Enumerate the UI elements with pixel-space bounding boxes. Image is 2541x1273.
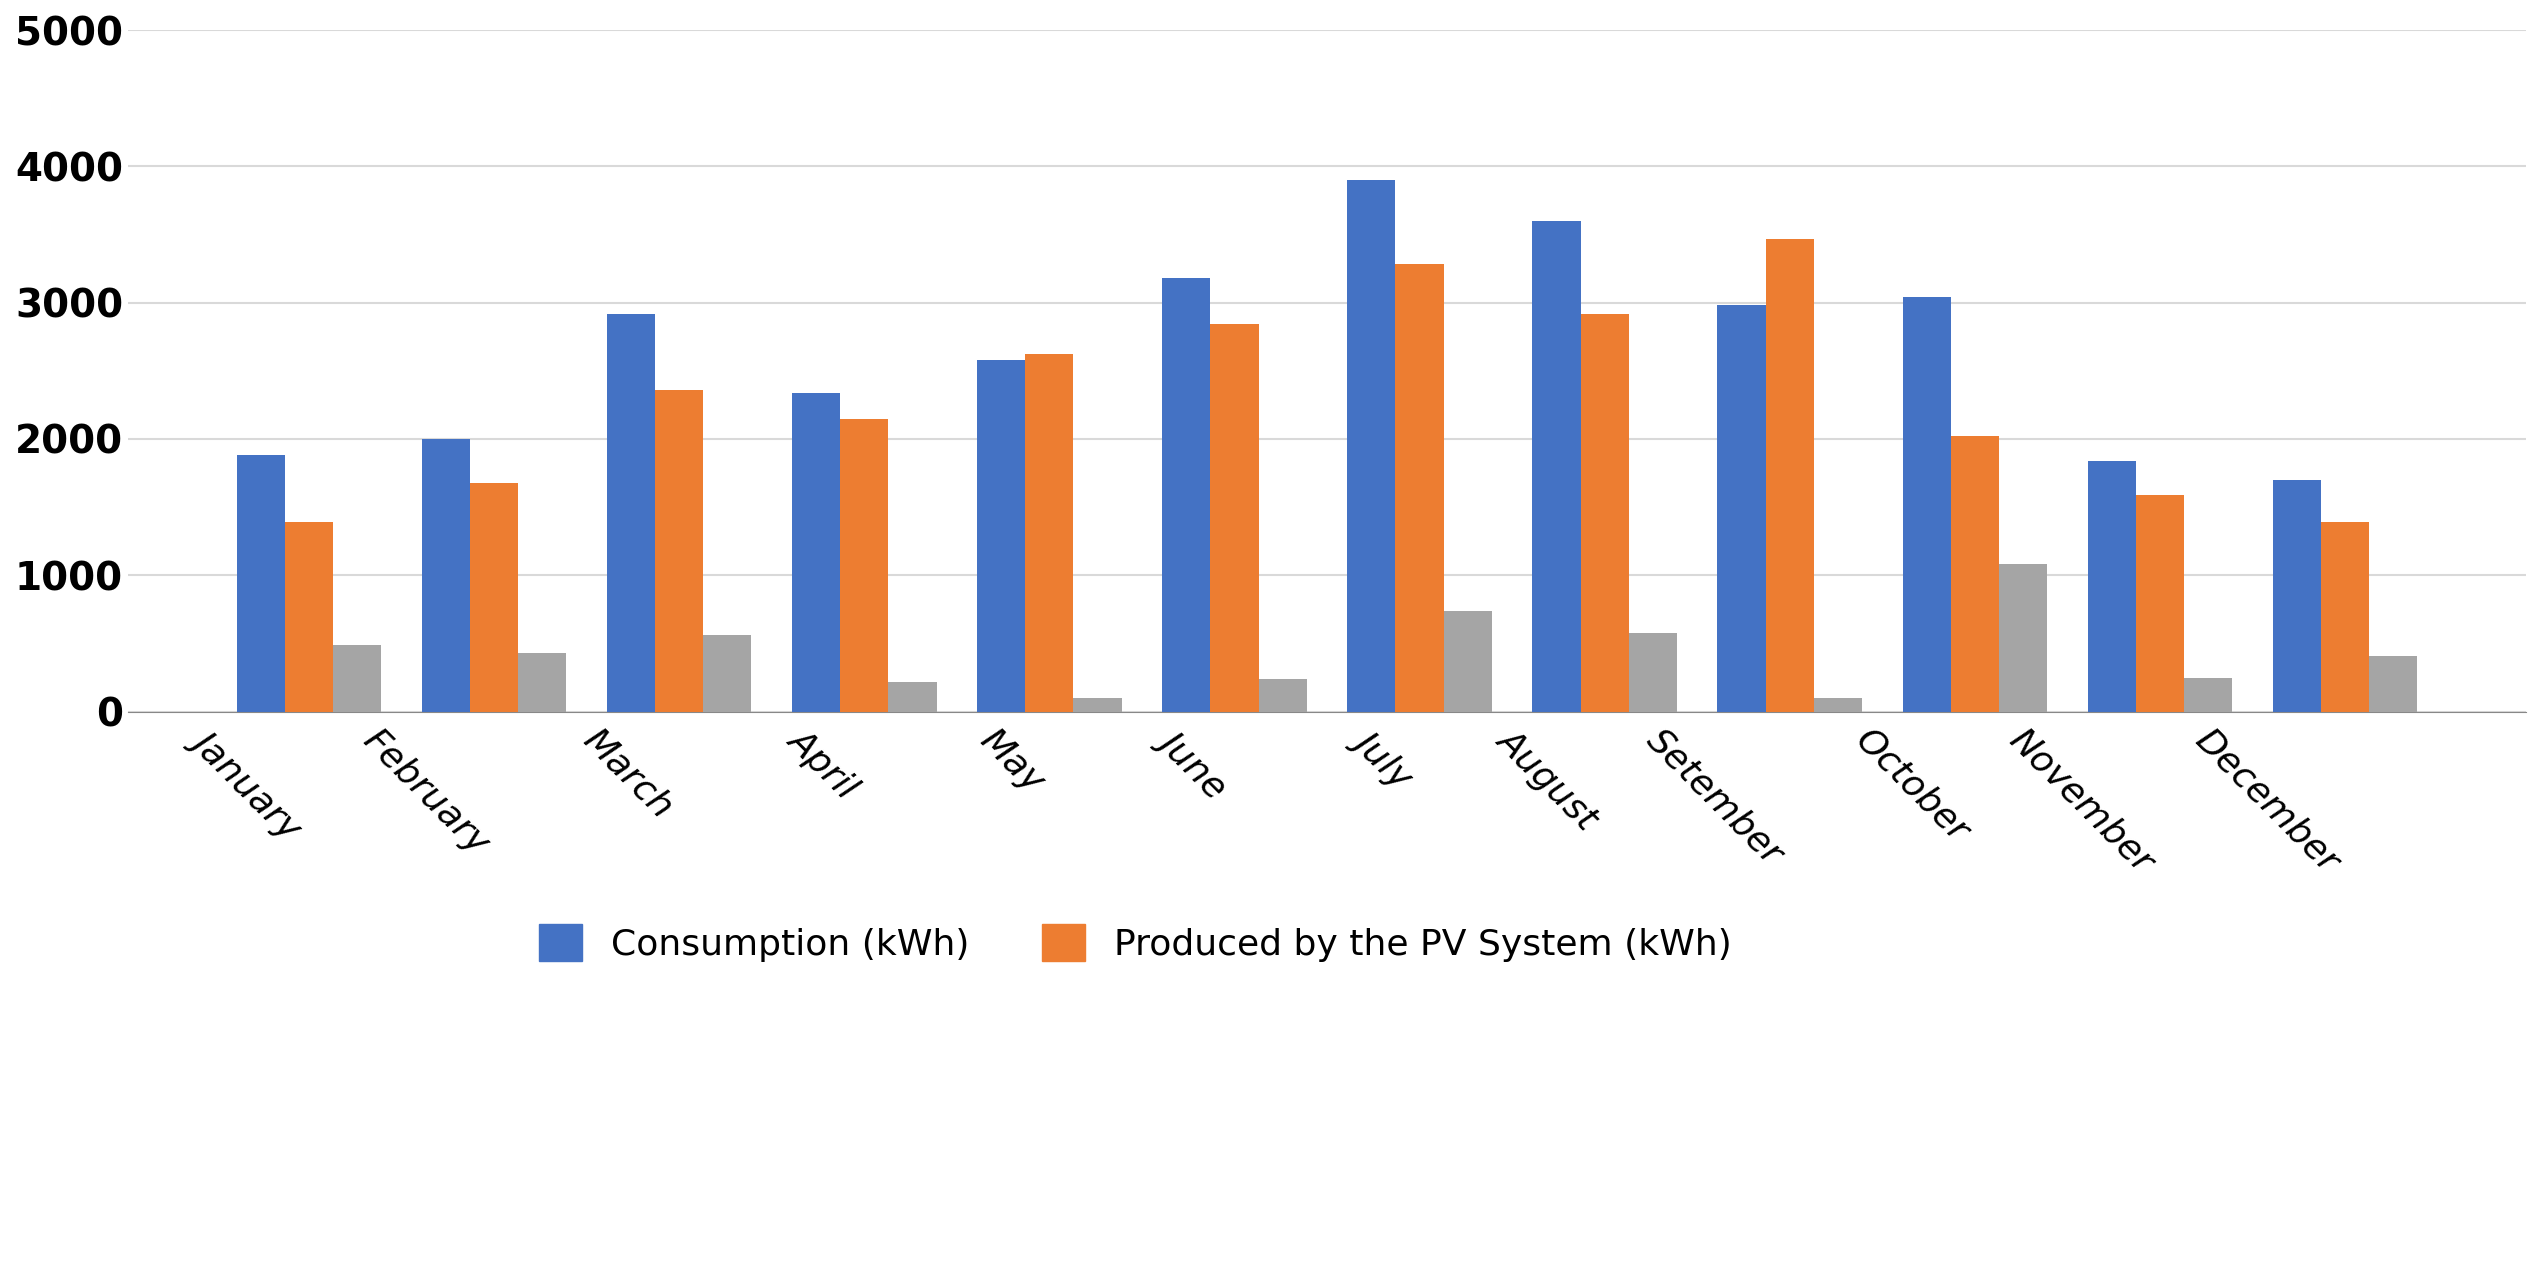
- Bar: [2000, 564, 2048, 712]
- Bar: [2183, 677, 2231, 712]
- Bar: [333, 645, 381, 712]
- Bar: [1258, 679, 1306, 712]
- Bar: [1629, 633, 1677, 712]
- Bar: [1027, 354, 1072, 712]
- Bar: [1532, 220, 1581, 712]
- Legend: Consumption (kWh), Produced by the PV System (kWh): Consumption (kWh), Produced by the PV Sy…: [521, 906, 1751, 980]
- Bar: [841, 419, 889, 712]
- Bar: [656, 390, 704, 712]
- Bar: [2368, 656, 2416, 712]
- Bar: [1581, 313, 1629, 712]
- Bar: [2272, 480, 2320, 712]
- Bar: [2089, 461, 2134, 712]
- Bar: [1951, 437, 2000, 712]
- Bar: [889, 681, 938, 712]
- Bar: [236, 456, 285, 712]
- Bar: [422, 439, 470, 712]
- Bar: [1161, 278, 1210, 712]
- Bar: [1718, 306, 1766, 712]
- Bar: [1347, 179, 1395, 712]
- Bar: [978, 360, 1027, 712]
- Bar: [1395, 265, 1443, 712]
- Bar: [2320, 522, 2368, 712]
- Bar: [1443, 611, 1492, 712]
- Bar: [1072, 698, 1121, 712]
- Bar: [1766, 238, 1814, 712]
- Bar: [704, 635, 752, 712]
- Bar: [2134, 495, 2183, 712]
- Bar: [1814, 698, 1863, 712]
- Bar: [1903, 297, 1951, 712]
- Bar: [470, 482, 518, 712]
- Bar: [518, 653, 567, 712]
- Bar: [607, 313, 656, 712]
- Bar: [793, 392, 841, 712]
- Bar: [285, 522, 333, 712]
- Bar: [1210, 325, 1258, 712]
